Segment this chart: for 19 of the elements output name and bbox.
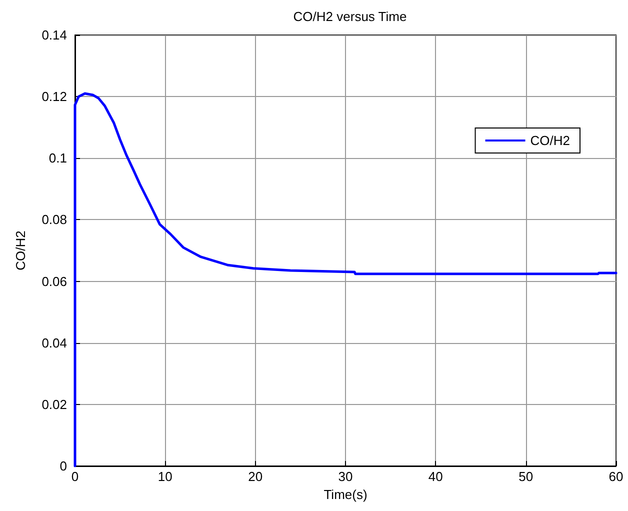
y-tick-label: 0.14 — [42, 28, 67, 42]
y-tick-label: 0.12 — [42, 89, 67, 104]
x-tick-label: 30 — [338, 469, 353, 484]
x-tick-label: 20 — [248, 469, 263, 484]
x-tick-label: 40 — [428, 469, 443, 484]
x-tick-label: 0 — [71, 469, 79, 484]
y-tick-label: 0 — [60, 458, 67, 474]
y-tick-label: 0.02 — [42, 396, 67, 412]
x-tick-label: 50 — [518, 469, 534, 484]
y-tick-label: 0.08 — [42, 212, 67, 228]
legend-label: CO/H2 — [530, 133, 570, 148]
y-tick-label: 0.04 — [42, 335, 67, 350]
x-tick-label: 60 — [608, 469, 624, 484]
x-tick-label: 10 — [158, 469, 172, 484]
y-axis-title: CO/H2 — [13, 230, 28, 270]
y-tick-label: 0.1 — [48, 150, 67, 166]
chart-title: CO/H2 versus Time — [293, 9, 407, 24]
y-tick-label: 0.06 — [42, 274, 67, 289]
x-axis-title: Time(s) — [324, 487, 368, 502]
